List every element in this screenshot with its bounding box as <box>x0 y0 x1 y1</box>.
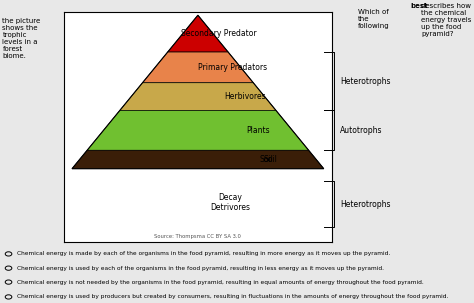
Text: Chemical energy is used by producers but created by consumers, resulting in fluc: Chemical energy is used by producers but… <box>17 295 448 299</box>
Text: Secondary Predator: Secondary Predator <box>181 29 256 38</box>
Text: Heterotrophs: Heterotrophs <box>340 199 390 208</box>
Text: Herbivores: Herbivores <box>224 92 265 101</box>
Polygon shape <box>87 110 309 150</box>
Text: Plants: Plants <box>246 126 270 135</box>
Text: best: best <box>410 3 428 9</box>
Text: Soil: Soil <box>264 155 277 164</box>
Polygon shape <box>72 150 324 169</box>
Polygon shape <box>143 52 253 83</box>
Text: Source: Thompsma CC BY SA 3.0: Source: Thompsma CC BY SA 3.0 <box>155 234 241 239</box>
Text: Autotrophs: Autotrophs <box>340 126 383 135</box>
Text: the picture
shows the
trophic
levels in a
forest
biome.: the picture shows the trophic levels in … <box>2 18 41 59</box>
Text: Chemical energy is made by each of the organisms in the food pyramid, resulting : Chemical energy is made by each of the o… <box>17 251 390 256</box>
Text: Primary Predators: Primary Predators <box>198 63 267 72</box>
Polygon shape <box>120 83 276 110</box>
Text: Decay
Detrivores: Decay Detrivores <box>210 193 250 212</box>
Text: Heterotrophs: Heterotrophs <box>340 77 390 86</box>
Text: Which of
the
following: Which of the following <box>358 9 390 29</box>
Text: Chemical energy is used by each of the organisms in the food pyramid, resulting : Chemical energy is used by each of the o… <box>17 266 383 271</box>
Polygon shape <box>168 15 228 52</box>
Text: Chemical energy is not needed by the organisms in the food pyramid, resulting in: Chemical energy is not needed by the org… <box>17 280 423 285</box>
Text: Soil: Soil <box>259 155 273 164</box>
Text: describes how
the chemical
energy travels
up the food
pyramid?: describes how the chemical energy travel… <box>421 3 472 37</box>
